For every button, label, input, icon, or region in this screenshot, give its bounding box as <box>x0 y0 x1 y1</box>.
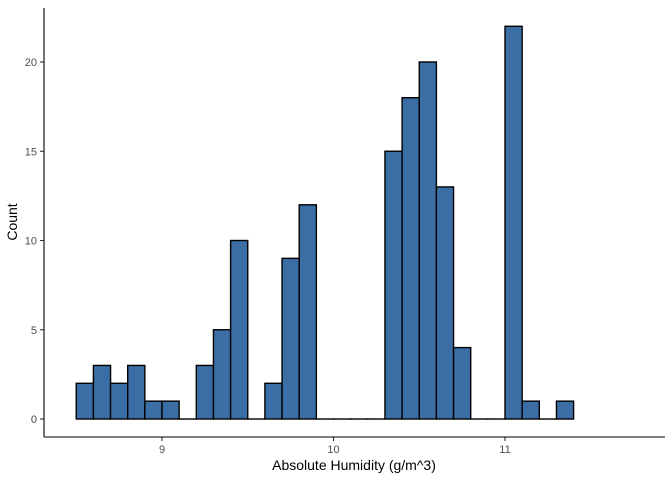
histogram-bar-9 <box>229 239 249 420</box>
histogram-bar-18 <box>384 150 403 420</box>
y-tick-label-1: 5 <box>31 325 37 337</box>
x-axis-ticks: 9 10 11 <box>159 437 511 456</box>
histogram-bar-19 <box>401 96 420 420</box>
histogram-bar-3 <box>126 364 146 420</box>
x-tick-label-0: 9 <box>159 444 165 456</box>
histogram-bar-7 <box>195 364 215 420</box>
histogram-bar-4 <box>144 400 163 420</box>
y-axis-title: Count <box>4 203 20 240</box>
histogram-bar-8 <box>212 329 232 420</box>
y-axis-ticks: 0 5 10 15 20 <box>25 57 44 426</box>
x-tick-label-2: 11 <box>499 444 510 456</box>
y-tick-label-0: 0 <box>31 414 37 426</box>
histogram-bar-20 <box>418 61 438 420</box>
histogram-bar-13 <box>298 204 318 420</box>
y-tick-label-4: 20 <box>25 57 37 69</box>
bars-group <box>75 25 575 420</box>
x-axis-title: Absolute Humidity (g/m^3) <box>272 457 436 473</box>
histogram-bar-21 <box>435 186 455 420</box>
histogram-bar-0 <box>75 382 95 420</box>
histogram-bar-22 <box>452 346 472 420</box>
histogram-bar-25 <box>504 25 523 420</box>
histogram-bar-2 <box>109 382 129 420</box>
histogram-bar-12 <box>281 257 300 420</box>
histogram-bar-1 <box>92 364 112 420</box>
histogram-bar-11 <box>264 382 283 420</box>
histogram-bar-5 <box>161 400 180 420</box>
y-tick-label-2: 10 <box>25 236 37 248</box>
x-tick-label-1: 10 <box>327 444 339 456</box>
y-tick-label-3: 15 <box>25 146 37 158</box>
histogram-bar-28 <box>555 400 575 420</box>
histogram-bar-26 <box>521 400 541 420</box>
